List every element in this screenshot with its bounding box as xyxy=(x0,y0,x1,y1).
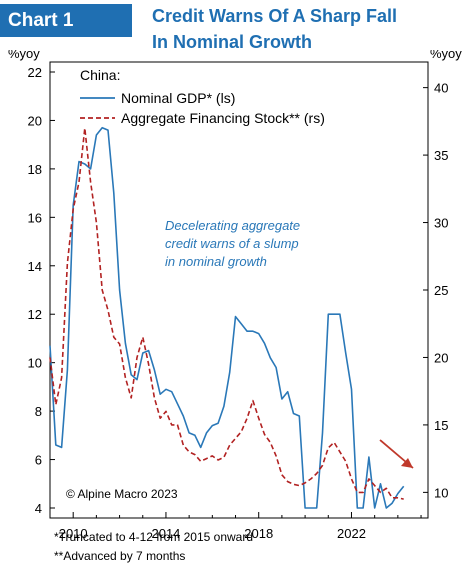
right-tick-label: 40 xyxy=(434,81,448,96)
x-tick-label: 2018 xyxy=(244,526,273,541)
left-tick-label: 22 xyxy=(28,65,42,80)
trend-arrow-head xyxy=(401,458,413,468)
series-line-aggregate-financing xyxy=(49,127,404,500)
left-tick-label: 14 xyxy=(28,259,42,274)
left-tick-label: 4 xyxy=(35,501,42,516)
annotation: Decelerating aggregate credit warns of a… xyxy=(165,218,300,269)
series-line-nominal-gdp xyxy=(49,126,405,509)
legend-gdp-label: Nominal GDP* (ls) xyxy=(121,90,235,106)
left-tick-label: 18 xyxy=(28,162,42,177)
annotation-line-1: Decelerating aggregate xyxy=(165,218,300,233)
right-tick-label: 35 xyxy=(434,148,448,163)
x-tick-label: 2010 xyxy=(59,526,88,541)
left-tick-label: 6 xyxy=(35,453,42,468)
left-tick-label: 10 xyxy=(28,356,42,371)
legend: China: Nominal GDP* (ls) Aggregate Finan… xyxy=(80,67,325,126)
right-tick-label: 30 xyxy=(434,216,448,231)
right-tick-label: 25 xyxy=(434,283,448,298)
annotation-line-2: credit warns of a slump xyxy=(165,236,299,251)
x-tick-label: 2022 xyxy=(337,526,366,541)
footnote-truncation: *Truncated to 4-12 from 2015 onward xyxy=(54,530,254,544)
right-tick-label: 20 xyxy=(434,350,448,365)
footnote-advance: **Advanced by 7 months xyxy=(54,549,186,563)
left-tick-label: 20 xyxy=(28,113,42,128)
chart-title-line-1: Credit Warns Of A Sharp Fall xyxy=(152,6,398,26)
x-tick-label: 2014 xyxy=(151,526,180,541)
chart-title-line-2: In Nominal Growth xyxy=(152,32,312,52)
right-tick-label: 10 xyxy=(434,485,448,500)
left-tick-label: 8 xyxy=(35,404,42,419)
annotation-line-3: in nominal growth xyxy=(165,254,267,269)
left-axis-title: %yoy xyxy=(8,50,40,61)
legend-credit-label: Aggregate Financing Stock** (rs) xyxy=(121,110,325,126)
left-tick-label: 16 xyxy=(28,210,42,225)
chart-number-badge: Chart 1 xyxy=(0,4,132,37)
right-tick-label: 15 xyxy=(434,418,448,433)
legend-country-label: China: xyxy=(80,67,120,83)
right-axis-title: %yoy xyxy=(430,50,462,61)
chart-area: China: Nominal GDP* (ls) Aggregate Finan… xyxy=(8,50,462,541)
copyright-credit: © Alpine Macro 2023 xyxy=(66,487,178,501)
left-tick-label: 12 xyxy=(28,307,42,322)
